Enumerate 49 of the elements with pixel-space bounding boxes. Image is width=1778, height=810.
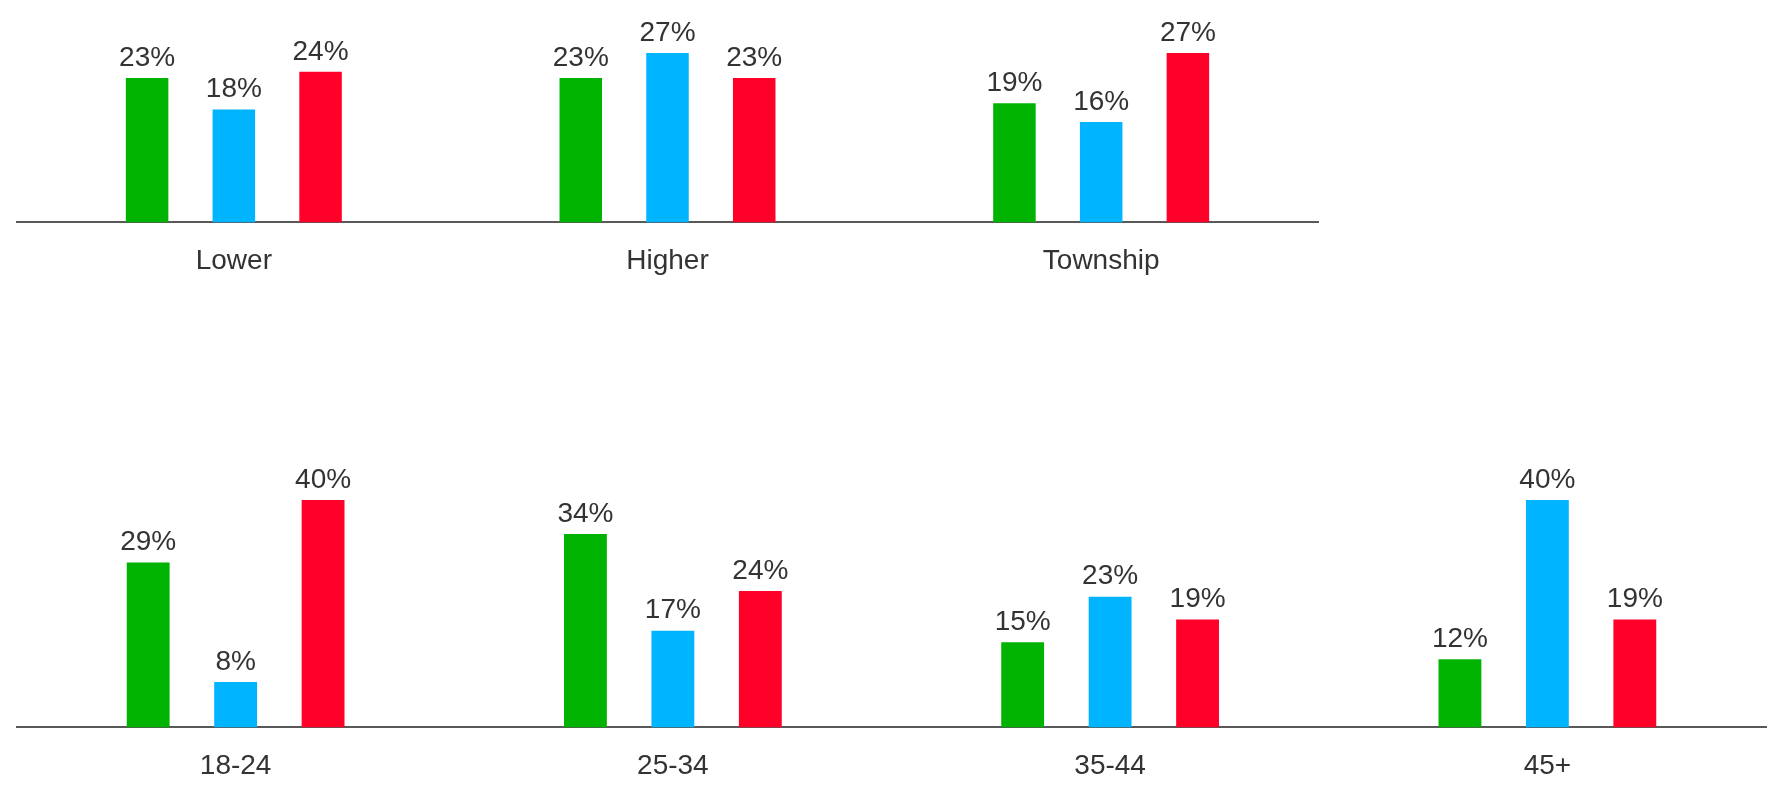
bar [1613,619,1657,728]
bar [732,78,776,223]
x-tick-label: 35-44 [1074,748,1146,780]
bar [1176,619,1219,728]
data-label: 15% [994,604,1051,636]
data-label: 24% [732,553,789,585]
bar [1438,659,1482,728]
bar [212,109,256,223]
data-label: 27% [1159,15,1216,47]
data-label: 27% [639,15,696,47]
data-label: 16% [1073,84,1130,116]
data-label: 24% [292,34,349,66]
data-label: 23% [552,40,609,72]
data-label: 8% [215,644,256,676]
bar [738,590,782,728]
data-label: 19% [986,65,1043,97]
x-tick-label: Higher [626,243,709,275]
x-tick-label: 18-24 [199,748,272,780]
data-label: 23% [726,40,783,72]
data-label: 18% [205,72,262,104]
x-tick-label: 25-34 [637,748,709,780]
bar [564,534,607,728]
x-tick-label: 45+ [1523,748,1572,780]
data-label: 23% [1082,559,1139,591]
bar [126,562,170,728]
data-label: 19% [1169,582,1226,614]
data-label: 19% [1606,582,1663,614]
bar [214,681,258,728]
bar [651,630,695,728]
bar [993,103,1036,223]
data-label: 12% [1431,621,1488,653]
data-label: 23% [119,40,176,72]
bar [1079,122,1123,223]
data-label: 29% [120,525,177,557]
data-label: 40% [295,462,352,494]
x-tick-label: Township [1042,243,1160,275]
bar [1166,53,1210,223]
x-tick-label: Lower [195,243,272,275]
data-label: 34% [557,496,614,528]
bar [646,53,689,223]
bar [559,78,603,223]
bar [301,500,345,728]
data-label: 40% [1519,462,1576,494]
bar [125,78,169,223]
bar [1525,500,1569,728]
bar [1001,642,1045,728]
data-label: 17% [644,593,701,625]
bar [1088,596,1132,728]
bar [299,71,342,223]
